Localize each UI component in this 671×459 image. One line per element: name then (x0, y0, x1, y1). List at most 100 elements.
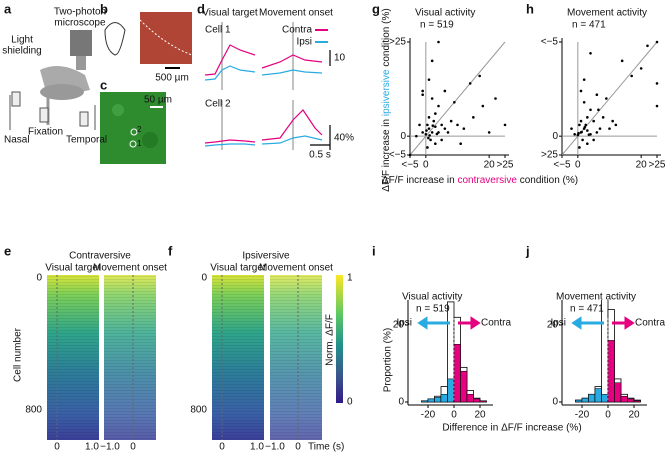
label: 0 (219, 442, 225, 453)
bar-contra (607, 340, 615, 403)
bar-ipsi (434, 397, 442, 403)
point (592, 119, 595, 123)
label: Cell number (13, 327, 24, 382)
label: 1 (347, 273, 353, 284)
histogram (575, 300, 641, 403)
bar-ipsi (440, 394, 448, 403)
point (570, 127, 573, 130)
y-tick-label: 0 (552, 131, 558, 142)
point (415, 134, 418, 138)
panel-letter: j (525, 243, 530, 258)
label: Ipsi (396, 318, 412, 329)
x-tick-label: 0 (575, 160, 581, 171)
point (586, 142, 589, 145)
x-tick-label: 0 (451, 410, 457, 421)
label: 0 (36, 273, 42, 284)
x-tick-label: 0 (423, 160, 429, 171)
point (655, 104, 659, 108)
point (456, 123, 459, 127)
point (421, 93, 424, 97)
point (608, 127, 611, 130)
point (481, 104, 485, 108)
point (601, 116, 605, 119)
point (582, 100, 586, 104)
label: Contra (635, 318, 665, 329)
point (432, 119, 436, 123)
label: Movement activity (556, 292, 636, 303)
label: n = 519 (420, 20, 454, 31)
label: 40% (334, 133, 354, 144)
label: Visual activity (402, 292, 462, 303)
point (581, 138, 584, 142)
bar-ipsi (421, 400, 429, 403)
axis-label-part: condition (%) (517, 175, 578, 186)
bar-ipsi (427, 398, 435, 403)
brain-illustration (104, 12, 193, 69)
point (408, 153, 412, 157)
label: 800 (25, 405, 42, 416)
panel-letter: d (197, 1, 205, 16)
bar-contra (466, 394, 474, 403)
heatmaps (47, 275, 343, 440)
x-tick-label: 20 (484, 160, 496, 171)
bar-contra (614, 382, 622, 403)
label: Movement activity (567, 8, 647, 19)
setup-illustration (9, 30, 96, 130)
label: Movement onset (259, 263, 333, 274)
point (595, 131, 599, 134)
x-tick-label: 20 (474, 410, 486, 421)
panel-letter: a (4, 1, 12, 16)
point (449, 119, 453, 123)
point (614, 123, 618, 127)
axis-label-part: ΔF/F increase in (381, 116, 392, 192)
arrow (571, 316, 604, 330)
point (655, 40, 659, 44)
panel-letter: h (526, 1, 534, 16)
point (429, 138, 432, 142)
point (425, 129, 428, 132)
point (440, 123, 443, 127)
y-tick-label: >25 (541, 150, 558, 161)
y-tick-label: >25 (389, 37, 406, 48)
y-tick-label: 0 (552, 397, 558, 408)
bar-contra (633, 400, 641, 403)
label: 1 (137, 139, 142, 148)
point (472, 116, 475, 119)
point (437, 104, 440, 108)
bar-contra (479, 400, 487, 403)
point (437, 40, 440, 44)
point (418, 123, 421, 127)
label: Nasal (4, 135, 30, 146)
x-tick-label: -20 (421, 410, 436, 421)
arrow (458, 316, 481, 330)
x-tick-label: -20 (575, 410, 590, 421)
point (430, 131, 434, 134)
bar-ipsi (581, 397, 589, 403)
point (426, 123, 429, 127)
label: Contraversive (69, 251, 131, 262)
axis-label-part: condition (%) (381, 8, 392, 69)
axis-label: ΔF/F increase in ipsiversive condition (… (381, 8, 392, 191)
bar-contra (473, 398, 481, 403)
point (426, 146, 429, 149)
label: Movement onset (259, 8, 333, 19)
panel-letter: b (100, 1, 108, 16)
x-tick-label: <−5 (401, 160, 419, 171)
panel-letter: i (372, 243, 376, 258)
x-tick-label: 20 (628, 410, 640, 421)
point (430, 59, 434, 63)
label: n = 471 (572, 20, 606, 31)
label: Fixation (28, 127, 63, 138)
point (468, 82, 472, 85)
panel-letter: g (372, 1, 380, 16)
label: 50 µm (144, 95, 172, 106)
point (579, 89, 583, 93)
point (459, 142, 462, 145)
point (620, 59, 624, 63)
label: 1.0 (85, 442, 99, 453)
point (573, 132, 576, 136)
axis-label-part: contraversive (457, 175, 517, 186)
bar-ipsi (594, 388, 602, 403)
x-tick-label: >25 (497, 160, 514, 171)
diagonal (409, 41, 506, 156)
